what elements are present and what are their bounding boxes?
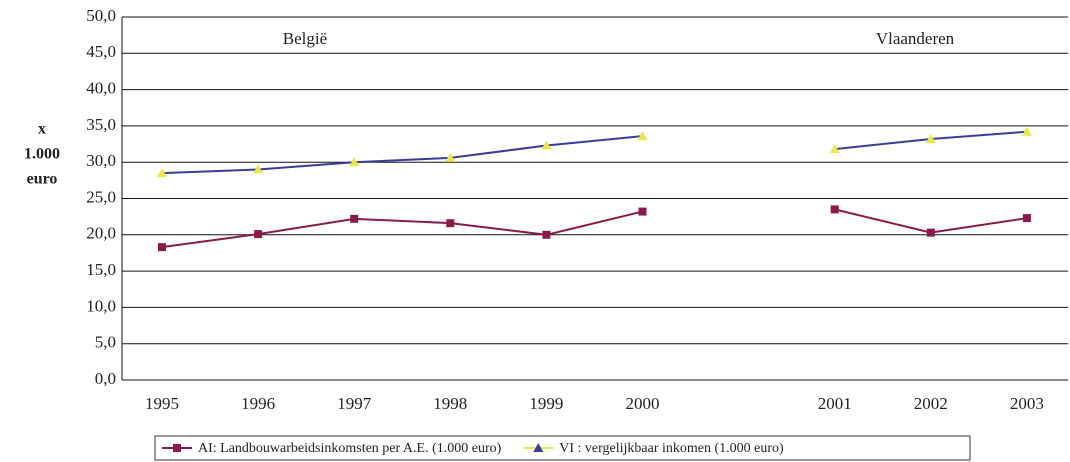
legend-swatch: [173, 444, 181, 452]
y-tick-label: 15,0: [86, 260, 116, 279]
y-axis-label: x: [38, 121, 46, 138]
x-tick-label: 2002: [914, 394, 948, 413]
x-tick-label: 2001: [818, 394, 852, 413]
legend-label: AI: Landbouwarbeidsinkomsten per A.E. (1…: [198, 441, 502, 456]
x-tick-label: 2003: [1010, 394, 1044, 413]
annotation: Vlaanderen: [876, 29, 955, 48]
marker: [446, 219, 455, 228]
marker: [1021, 126, 1032, 136]
legend-swatch: [533, 443, 544, 452]
marker: [541, 140, 552, 150]
marker: [542, 230, 551, 239]
y-tick-label: 5,0: [95, 333, 116, 352]
marker: [830, 205, 839, 214]
x-tick-label: 1999: [529, 394, 563, 413]
y-axis-label: 1.000: [24, 146, 60, 163]
marker: [926, 228, 935, 237]
marker: [254, 230, 263, 239]
marker: [253, 164, 264, 174]
series-line: [161, 208, 1028, 249]
marker: [349, 157, 360, 167]
marker: [350, 214, 359, 223]
x-tick-label: 1995: [145, 394, 179, 413]
y-tick-label: 30,0: [86, 151, 116, 170]
annotation: België: [283, 29, 327, 48]
x-tick-label: 1996: [241, 394, 275, 413]
series-line: [161, 130, 1027, 175]
marker: [829, 144, 840, 154]
x-tick-label: 1997: [337, 394, 372, 413]
y-tick-label: 25,0: [86, 187, 116, 206]
x-tick-label: 1998: [433, 394, 467, 413]
y-tick-label: 0,0: [95, 369, 116, 388]
marker: [157, 168, 167, 178]
legend-label: VI : vergelijkbaar inkomen (1.000 euro): [559, 441, 784, 456]
marker: [638, 207, 647, 216]
y-axis-label: euro: [27, 171, 58, 188]
marker: [925, 133, 936, 143]
y-tick-label: 50,0: [86, 6, 116, 25]
y-tick-label: 40,0: [86, 79, 116, 98]
marker: [637, 131, 648, 141]
y-tick-label: 10,0: [86, 296, 116, 315]
marker: [445, 152, 456, 162]
y-tick-label: 20,0: [86, 224, 116, 243]
y-tick-label: 45,0: [86, 42, 116, 61]
x-tick-label: 2000: [626, 394, 660, 413]
marker: [158, 243, 166, 252]
y-tick-label: 35,0: [86, 115, 116, 134]
legend-box: [154, 435, 971, 461]
marker: [1022, 214, 1031, 223]
